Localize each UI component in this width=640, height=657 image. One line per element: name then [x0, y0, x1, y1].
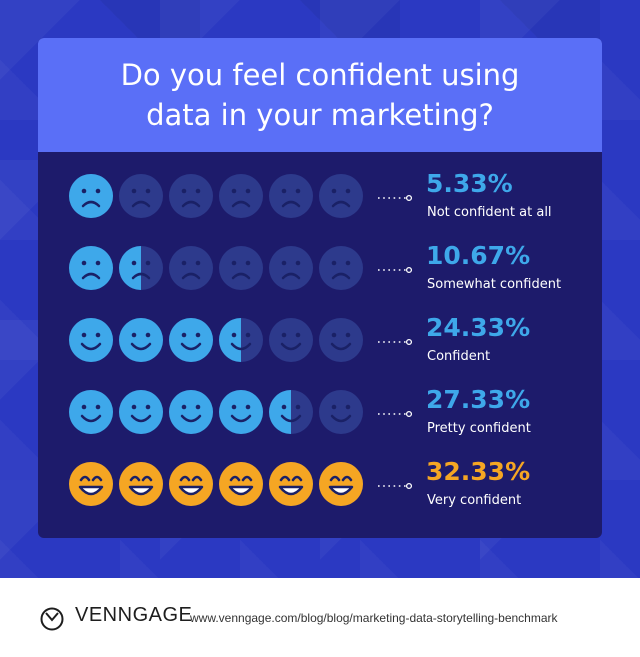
connector-dot	[405, 194, 413, 202]
face-icon	[319, 318, 363, 362]
face-icon	[269, 246, 313, 290]
connector-dot	[405, 410, 413, 418]
category-label: Pretty confident	[427, 421, 531, 436]
card-header: Do you feel confident using data in your…	[38, 38, 602, 152]
face-icon	[319, 462, 363, 506]
category-label: Not confident at all	[427, 205, 552, 220]
face-icon	[119, 390, 163, 434]
face-icon	[69, 246, 113, 290]
category-label: Somewhat confident	[427, 277, 561, 292]
face-icon	[219, 174, 263, 218]
category-label: Confident	[427, 349, 490, 364]
face-icon	[69, 174, 113, 218]
face-icon	[169, 318, 213, 362]
face-icon	[69, 390, 113, 434]
face-icon	[119, 174, 163, 218]
face-icon	[269, 390, 313, 434]
chart-row-3: 24.33% Confident	[69, 313, 530, 364]
connector-dot	[405, 266, 413, 274]
footer	[0, 578, 640, 657]
face-icon	[319, 174, 363, 218]
infographic-card: Do you feel confident using data in your…	[38, 38, 602, 538]
face-icon	[69, 318, 113, 362]
face-icon	[269, 318, 313, 362]
face-icon	[219, 318, 263, 362]
face-icon	[119, 462, 163, 506]
face-icon	[219, 390, 263, 434]
chart-row-4: 27.33% Pretty confident	[69, 385, 531, 436]
face-icon	[269, 174, 313, 218]
face-icon	[169, 246, 213, 290]
connector-dot	[405, 338, 413, 346]
face-icon	[119, 246, 163, 290]
value-label: 32.33%	[426, 457, 530, 486]
pictograph-chart: 5.33% Not confident at all 10.67% Somewhat …	[69, 169, 561, 508]
source-url: www.venngage.com/blog/blog/marketing-dat…	[190, 611, 558, 625]
chart-row-1: 5.33% Not confident at all	[69, 169, 552, 220]
chart-title: Do you feel confident using data in your…	[120, 58, 520, 132]
face-icon	[269, 462, 313, 506]
brand-name: VENNGAGE	[75, 604, 193, 626]
face-icon	[169, 174, 213, 218]
value-label: 24.33%	[426, 313, 530, 342]
value-label: 27.33%	[426, 385, 530, 414]
chart-row-5: 32.33% Very confident	[69, 457, 530, 508]
face-icon	[319, 390, 363, 434]
face-icon	[219, 246, 263, 290]
value-label: 10.67%	[426, 241, 530, 270]
venngage-logo-icon	[40, 607, 64, 631]
face-icon	[169, 390, 213, 434]
value-label: 5.33%	[426, 169, 513, 198]
chart-row-2: 10.67% Somewhat confident	[69, 241, 561, 292]
face-icon	[119, 318, 163, 362]
face-icon	[169, 462, 213, 506]
face-icon	[69, 462, 113, 506]
face-icon	[319, 246, 363, 290]
face-icon	[219, 462, 263, 506]
category-label: Very confident	[427, 493, 521, 508]
connector-dot	[405, 482, 413, 490]
